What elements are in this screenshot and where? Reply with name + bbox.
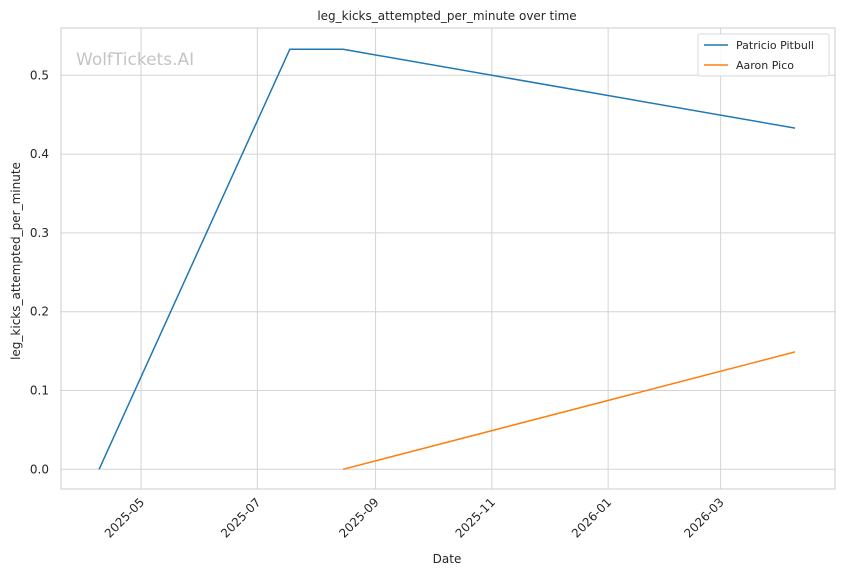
x-tick-label: 2025-11 — [453, 495, 498, 540]
legend: Patricio Pitbull Aaron Pico — [697, 33, 830, 77]
y-tick-label: 0.2 — [30, 305, 49, 319]
y-axis-label: leg_kicks_attempted_per_minute — [9, 162, 23, 360]
x-tick-label: 2026-03 — [681, 495, 726, 540]
x-axis-ticks: 2025-05 2025-07 2025-09 2025-11 2026-01 2026-… — [102, 495, 727, 540]
x-axis-label: Date — [433, 552, 462, 566]
series-line-1 — [342, 351, 796, 471]
y-tick-label: 0.4 — [30, 147, 49, 161]
legend-label: Aaron Pico — [736, 59, 794, 72]
y-axis-ticks: 0.0 0.1 0.2 0.3 0.4 0.5 — [30, 68, 49, 476]
chart-title: leg_kicks_attempted_per_minute over time — [317, 9, 576, 23]
series-layer — [98, 48, 796, 471]
plot-frame — [60, 27, 836, 490]
grid — [61, 28, 835, 489]
x-tick-label: 2026-01 — [569, 495, 614, 540]
y-tick-label: 0.1 — [30, 383, 49, 397]
watermark: WolfTickets.AI — [76, 50, 194, 70]
y-tick-label: 0.5 — [30, 68, 49, 82]
y-tick-label: 0.3 — [30, 226, 49, 240]
legend-box — [697, 33, 830, 77]
x-tick-label: 2025-05 — [102, 495, 147, 540]
y-tick-label: 0.0 — [30, 462, 49, 476]
series-line-0 — [98, 48, 796, 470]
x-tick-label: 2025-07 — [218, 495, 263, 540]
x-tick-label: 2025-09 — [336, 495, 381, 540]
legend-label: Patricio Pitbull — [736, 39, 814, 52]
